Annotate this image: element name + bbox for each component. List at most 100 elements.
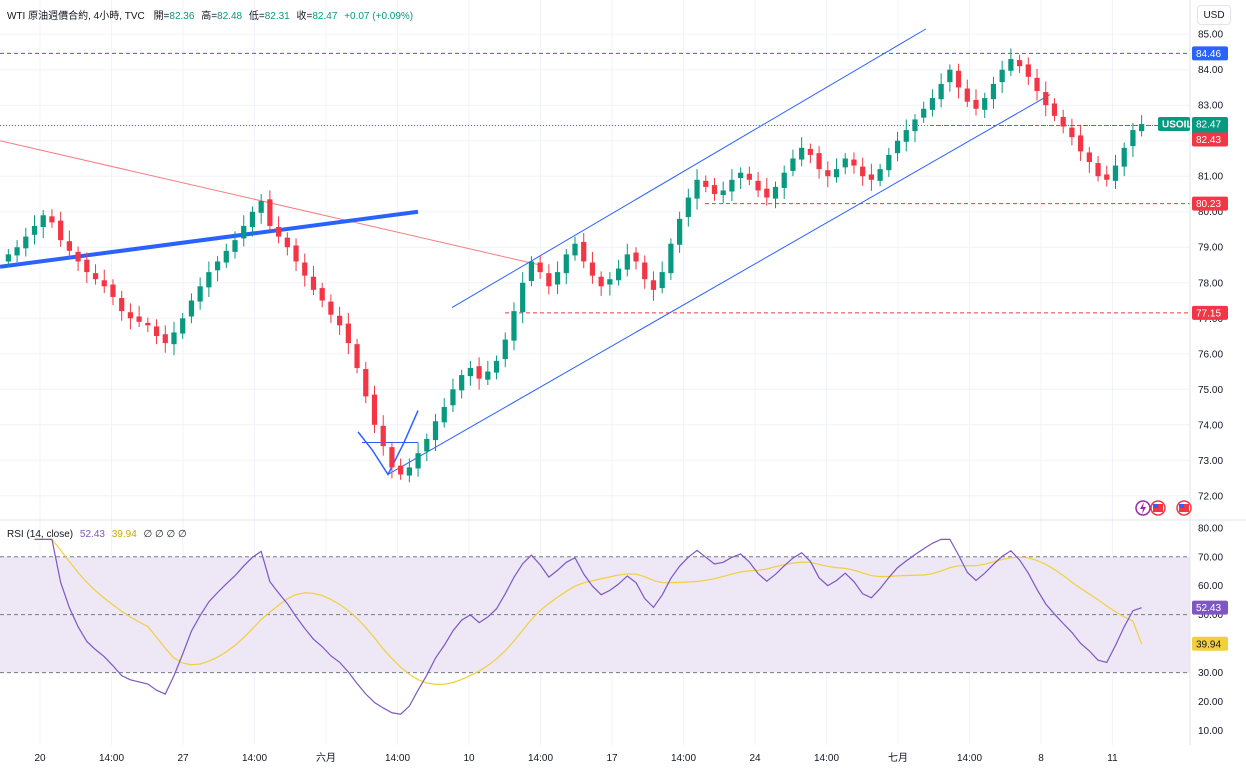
candle[interactable] (40, 209, 46, 239)
candle[interactable] (955, 63, 962, 99)
symbol-legend[interactable]: WTI 原油週價合約, 4小時, TVC 開=82.36 高=82.48 低=8… (7, 7, 413, 22)
candle[interactable] (520, 272, 526, 324)
candle[interactable] (833, 158, 840, 183)
candle[interactable] (1008, 48, 1014, 77)
candle[interactable] (441, 398, 447, 428)
candle[interactable] (424, 433, 430, 461)
candle[interactable] (537, 255, 543, 279)
candle[interactable] (476, 357, 482, 390)
candle[interactable] (485, 360, 491, 386)
candle[interactable] (127, 303, 134, 330)
candle[interactable] (790, 149, 796, 177)
candle[interactable] (598, 271, 604, 296)
candle[interactable] (1139, 115, 1145, 137)
candle[interactable] (903, 119, 909, 152)
candle[interactable] (1043, 81, 1049, 117)
candle[interactable] (938, 73, 944, 108)
candle[interactable] (23, 227, 29, 257)
candle[interactable] (851, 152, 857, 174)
candle[interactable] (694, 169, 700, 210)
candle[interactable] (66, 230, 72, 259)
candle[interactable] (337, 306, 343, 335)
candle[interactable] (5, 249, 11, 267)
candle[interactable] (162, 325, 168, 353)
candle[interactable] (31, 215, 38, 245)
candle[interactable] (894, 131, 901, 162)
candle[interactable] (581, 233, 587, 269)
candle[interactable] (249, 206, 256, 237)
candle[interactable] (807, 143, 813, 164)
candle[interactable] (1069, 118, 1075, 146)
candle[interactable] (711, 178, 718, 201)
candle[interactable] (929, 89, 936, 117)
candle[interactable] (1121, 142, 1127, 177)
candle[interactable] (101, 269, 107, 294)
candle[interactable] (467, 360, 474, 386)
candle[interactable] (232, 231, 238, 259)
candle[interactable] (825, 161, 831, 188)
candle[interactable] (668, 238, 674, 280)
candle[interactable] (49, 209, 55, 228)
candle[interactable] (886, 147, 892, 177)
candle[interactable] (642, 255, 648, 289)
candle[interactable] (258, 193, 264, 224)
candle[interactable] (432, 414, 439, 452)
candle[interactable] (119, 290, 125, 321)
candle[interactable] (982, 92, 988, 118)
candle[interactable] (84, 252, 90, 284)
candle[interactable] (868, 163, 875, 191)
candle[interactable] (816, 146, 822, 179)
candle[interactable] (1095, 155, 1101, 182)
candle[interactable] (371, 385, 378, 433)
candle[interactable] (363, 361, 369, 404)
candle[interactable] (293, 238, 299, 272)
candle[interactable] (720, 181, 726, 204)
candle[interactable] (947, 64, 953, 92)
candle[interactable] (459, 369, 465, 399)
candle[interactable] (345, 312, 351, 355)
candle[interactable] (746, 166, 752, 186)
candle[interactable] (75, 246, 81, 272)
candle[interactable] (703, 175, 709, 193)
candle[interactable] (554, 261, 561, 295)
candle[interactable] (214, 256, 221, 282)
candle[interactable] (302, 253, 308, 287)
candle[interactable] (380, 415, 386, 456)
candle[interactable] (650, 271, 657, 301)
candle[interactable] (772, 181, 779, 209)
horizontal-levels[interactable] (0, 52, 1190, 314)
flag-icon[interactable] (1150, 500, 1166, 516)
candle[interactable] (781, 165, 787, 199)
rsi-line[interactable] (34, 538, 1142, 715)
candle[interactable] (764, 178, 770, 206)
candle[interactable] (188, 293, 195, 324)
candle[interactable] (92, 264, 99, 285)
candle[interactable] (1078, 124, 1084, 161)
candle[interactable] (310, 266, 317, 296)
candle[interactable] (284, 232, 290, 256)
channel-lower-line[interactable] (387, 94, 1051, 475)
candle[interactable] (171, 321, 177, 356)
candle[interactable] (511, 302, 517, 351)
candle[interactable] (275, 216, 282, 244)
candle[interactable] (267, 190, 273, 232)
candle[interactable] (877, 163, 883, 187)
candle[interactable] (328, 294, 334, 323)
candle[interactable] (738, 167, 744, 190)
candle[interactable] (624, 243, 630, 277)
candle[interactable] (1112, 154, 1119, 190)
candle[interactable] (973, 89, 979, 116)
candle[interactable] (921, 101, 927, 123)
candle[interactable] (493, 355, 500, 380)
lightning-icon[interactable] (1135, 500, 1151, 516)
candle[interactable] (14, 240, 20, 263)
candle[interactable] (1086, 147, 1092, 174)
candle[interactable] (180, 312, 186, 339)
candle[interactable] (633, 247, 639, 270)
candle[interactable] (153, 319, 160, 345)
candle[interactable] (615, 259, 622, 286)
candle[interactable] (110, 279, 116, 306)
candle[interactable] (685, 188, 691, 227)
candle[interactable] (389, 441, 395, 479)
